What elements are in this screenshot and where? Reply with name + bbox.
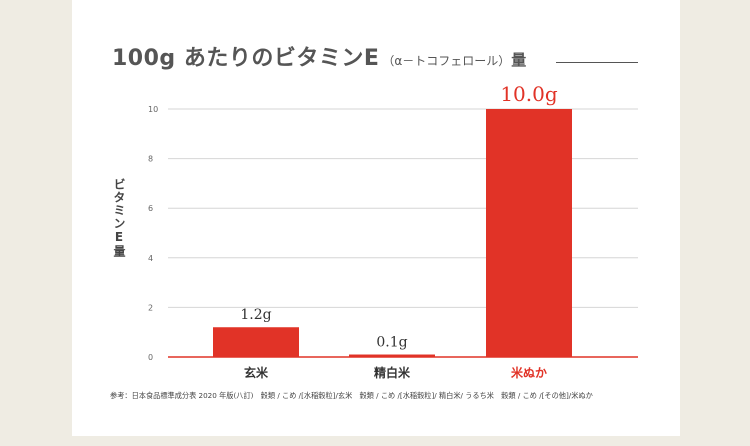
x-category-label: 米ぬか (511, 365, 547, 380)
chart-title-tail: 量 (511, 51, 527, 69)
bar (349, 354, 435, 357)
y-tick-label: 0 (148, 353, 153, 362)
chart-title: 100g あたりのビタミンE （α－トコフェロール） 量 (112, 40, 526, 74)
source-footnote: 参考：日本食品標準成分表 2020 年版(八訂) 穀類 / こめ /[水稲穀粒]… (110, 391, 593, 400)
y-tick-label: 2 (148, 303, 153, 312)
x-category-label: 玄米 (244, 365, 269, 380)
chart-title-sub: （α－トコフェロール） (382, 54, 511, 68)
chart-card (72, 0, 680, 436)
y-tick-label: 10 (148, 105, 158, 114)
y-tick-label: 4 (148, 254, 153, 263)
y-tick-label: 6 (148, 204, 153, 213)
bar (213, 327, 299, 357)
y-tick-label: 8 (148, 155, 153, 164)
bar (486, 109, 572, 357)
title-rule (556, 62, 638, 63)
x-category-label: 精白米 (374, 365, 411, 380)
chart-title-main: 100g あたりのビタミンE (112, 46, 380, 71)
bar-value-label: 10.0g (500, 82, 558, 106)
y-axis-label: ビタミンE量 (112, 178, 126, 258)
bar-value-label: 1.2g (240, 307, 271, 323)
bar-value-label: 0.1g (376, 335, 407, 351)
